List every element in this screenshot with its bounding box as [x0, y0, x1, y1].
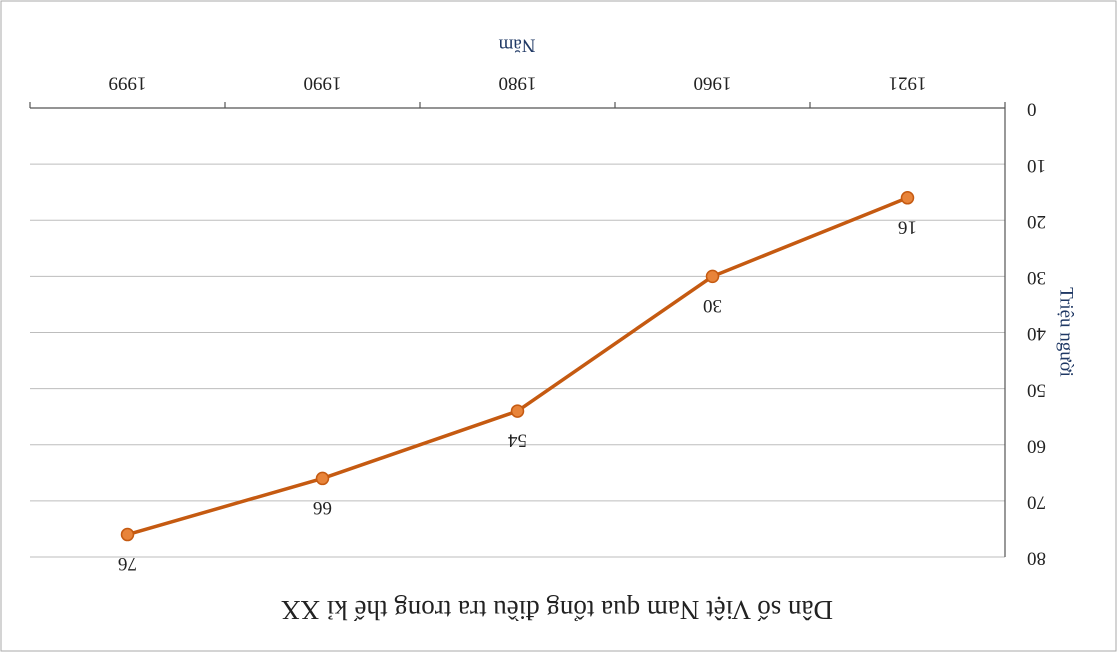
- y-tick-label: 40: [1027, 323, 1046, 344]
- y-tick-label: 20: [1027, 211, 1046, 232]
- data-label: 66: [313, 497, 332, 518]
- point: [315, 471, 330, 486]
- y-tick-label: 70: [1027, 492, 1046, 513]
- y-tick-label: 10: [1027, 155, 1046, 176]
- point: [510, 404, 525, 418]
- chart-title: Dân số Việt Nam qua tổng điều tra trong …: [280, 595, 833, 625]
- x-tick-label: 1960: [694, 73, 732, 94]
- y-tick-label: 0: [1027, 99, 1037, 120]
- data-label: 54: [508, 430, 528, 451]
- x-tick-label: 1999: [109, 73, 147, 94]
- x-axis-label: Năm: [498, 35, 535, 56]
- y-tick-label: 30: [1027, 267, 1046, 288]
- point: [900, 191, 915, 205]
- y-tick-label: 60: [1027, 435, 1046, 456]
- x-tick-label: 1921: [889, 73, 927, 94]
- point: [705, 269, 720, 284]
- y-tick-label: 80: [1027, 548, 1046, 569]
- x-tick-label: 1980: [499, 73, 537, 94]
- data-label: 76: [118, 553, 137, 574]
- y-tick-label: 50: [1027, 379, 1046, 400]
- data-label: 16: [898, 216, 917, 237]
- y-axis-label: Triệu người: [1056, 287, 1077, 377]
- data-label: 30: [703, 295, 722, 316]
- x-tick-label: 1990: [304, 73, 342, 94]
- point: [120, 527, 135, 542]
